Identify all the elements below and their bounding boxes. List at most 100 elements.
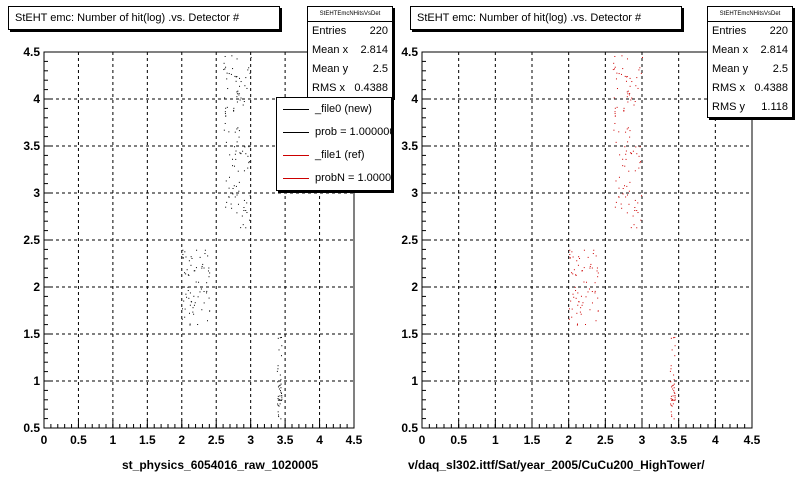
- panel-0-stats-box: StEHTEmcNHitsVsDet Entries 220 Mean x 2.81…: [307, 6, 393, 98]
- x-tick-label: 1: [110, 433, 117, 447]
- data-point: [592, 253, 594, 255]
- data-point: [226, 72, 228, 74]
- data-point: [249, 72, 251, 74]
- data-point: [620, 73, 622, 75]
- data-point: [629, 130, 631, 132]
- data-point: [191, 301, 193, 303]
- data-point: [278, 416, 280, 418]
- data-point: [576, 260, 578, 262]
- data-point: [245, 153, 247, 155]
- data-point: [234, 75, 236, 77]
- data-point: [278, 349, 280, 351]
- data-point: [225, 115, 227, 117]
- data-point: [233, 110, 235, 112]
- y-tick-label: 3: [411, 186, 418, 200]
- data-point: [620, 203, 622, 205]
- data-point: [624, 165, 626, 167]
- data-point: [589, 267, 591, 269]
- data-point: [595, 255, 597, 257]
- data-point: [184, 251, 186, 253]
- data-point: [247, 69, 249, 71]
- data-point: [638, 167, 640, 169]
- data-point: [225, 206, 227, 208]
- data-point: [618, 176, 620, 178]
- data-point: [670, 399, 672, 401]
- data-point: [280, 418, 282, 420]
- data-point: [578, 301, 580, 303]
- data-point: [595, 320, 597, 322]
- data-point: [614, 107, 616, 109]
- data-point: [236, 141, 238, 143]
- data-point: [591, 302, 593, 304]
- data-point: [633, 224, 635, 226]
- data-point: [614, 55, 616, 57]
- data-point: [673, 399, 675, 401]
- data-point: [189, 323, 191, 325]
- data-point: [596, 270, 598, 272]
- legend-swatch: [283, 109, 309, 110]
- data-point: [670, 403, 672, 405]
- data-point: [277, 404, 279, 406]
- data-point: [672, 384, 674, 386]
- data-point: [568, 308, 570, 310]
- data-point: [206, 282, 208, 284]
- data-point: [231, 55, 233, 57]
- data-point: [243, 206, 245, 208]
- data-point: [594, 282, 596, 284]
- data-point: [249, 219, 251, 221]
- x-tick-label: 0.5: [450, 433, 467, 447]
- data-point: [198, 281, 200, 283]
- data-point: [280, 387, 282, 389]
- x-tick-label: 2: [178, 433, 185, 447]
- data-point: [577, 292, 579, 294]
- data-point: [202, 263, 204, 265]
- data-point: [581, 304, 583, 306]
- data-point: [635, 146, 637, 148]
- data-point: [589, 288, 591, 290]
- data-point: [671, 349, 673, 351]
- data-point: [591, 291, 593, 293]
- data-point: [583, 249, 585, 251]
- panel-0-stats-name: StEHTEmcNHitsVsDet: [308, 7, 392, 22]
- data-point: [239, 152, 241, 154]
- data-point: [248, 162, 250, 164]
- data-point: [277, 411, 279, 413]
- data-point: [207, 270, 209, 272]
- data-point: [589, 309, 591, 311]
- x-tick-label: 1.5: [139, 433, 156, 447]
- data-point: [626, 76, 628, 78]
- data-point: [672, 388, 674, 390]
- data-point: [185, 256, 187, 258]
- data-point: [183, 300, 185, 302]
- data-point: [591, 267, 593, 269]
- data-point: [232, 165, 234, 167]
- data-point: [224, 97, 226, 99]
- data-point: [590, 263, 592, 265]
- data-point: [631, 97, 633, 99]
- data-point: [575, 290, 577, 292]
- data-point: [236, 101, 238, 103]
- data-point: [634, 206, 636, 208]
- data-point: [279, 390, 281, 392]
- data-point: [223, 129, 225, 131]
- data-point: [243, 209, 245, 211]
- data-point: [613, 129, 615, 131]
- data-point: [674, 399, 676, 401]
- data-point: [671, 386, 673, 388]
- data-point: [277, 398, 279, 400]
- data-point: [181, 308, 183, 310]
- data-point: [670, 365, 672, 367]
- data-point: [638, 69, 640, 71]
- y-tick-label: 2: [33, 280, 40, 294]
- data-point: [209, 272, 211, 274]
- data-point: [626, 212, 628, 214]
- data-point: [637, 87, 639, 89]
- data-point: [204, 249, 206, 251]
- data-point: [575, 274, 577, 276]
- data-point: [577, 304, 579, 306]
- data-point: [632, 150, 634, 152]
- data-point: [623, 107, 625, 109]
- data-point: [237, 90, 239, 92]
- data-point: [208, 297, 210, 299]
- data-point: [622, 193, 624, 195]
